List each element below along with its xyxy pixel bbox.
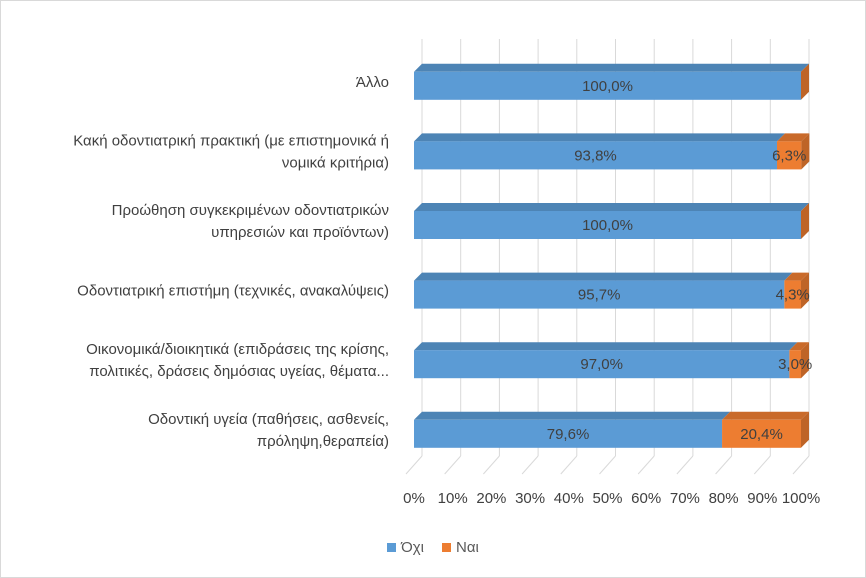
category-label: Προώθηση συγκεκριμένων οδοντιατρικών	[112, 202, 389, 219]
gridline-floor	[792, 455, 810, 475]
data-label-no: 79,6%	[547, 426, 590, 443]
category-label: υπηρεσιών και προϊόντων)	[211, 224, 389, 241]
bar-top-no	[414, 272, 793, 281]
bar-top-yes	[784, 272, 809, 281]
bar-yes	[789, 350, 801, 379]
gridline-floor	[715, 455, 732, 475]
bar-no	[414, 419, 723, 448]
x-tick-label: 100%	[782, 490, 820, 507]
gridline-floor	[599, 455, 616, 475]
bar-yes	[777, 141, 802, 170]
data-label-yes: 4,3%	[776, 287, 810, 304]
data-label-no: 93,8%	[574, 147, 617, 164]
category-label: Οδοντική υγεία (παθήσεις, ασθενείς,	[148, 411, 389, 428]
bar-top-yes	[777, 133, 810, 142]
x-tick-label: 70%	[670, 490, 700, 507]
data-label-no: 100,0%	[582, 78, 633, 95]
legend-swatch-yes	[441, 543, 451, 552]
data-label-yes: 3,0%	[778, 356, 812, 373]
gridline-floor	[637, 455, 655, 475]
data-label-no: 97,0%	[580, 356, 623, 373]
bar-no	[414, 350, 790, 379]
bar-yes	[784, 280, 801, 309]
bar-top-yes	[789, 342, 809, 351]
bar-top-yes	[722, 411, 809, 420]
bar-no	[414, 280, 785, 309]
bar-top-no	[414, 203, 809, 211]
bar-top-no	[414, 342, 798, 351]
bar-side	[801, 411, 809, 448]
gridline-floor	[405, 455, 423, 475]
gridline-floor	[560, 455, 578, 475]
legend-item-yes: Ναι	[441, 539, 479, 556]
gridline-floor	[521, 455, 539, 475]
x-tick-label: 50%	[592, 490, 622, 507]
legend-item-no: Όχι	[387, 539, 424, 556]
bar-yes	[722, 419, 801, 448]
bar-no	[414, 141, 778, 170]
bar-top-no	[414, 133, 786, 142]
x-tick-label: 80%	[709, 490, 739, 507]
bar-top-no	[414, 411, 731, 420]
gridline-floor	[483, 455, 500, 475]
bar-side	[801, 342, 809, 379]
x-tick-label: 40%	[554, 490, 584, 507]
category-label: Οικονομικά/διοικητικά (επιδράσεις της κρ…	[86, 341, 389, 358]
bar-top-no	[414, 63, 809, 72]
bar-no	[414, 211, 801, 239]
bar-side	[801, 272, 809, 309]
x-tick-label: 20%	[476, 490, 506, 507]
gridline-floor	[444, 455, 462, 475]
category-label: Κακή οδοντιατρική πρακτική (με επιστημον…	[73, 132, 389, 149]
category-label: νομικά κριτήρια)	[282, 154, 389, 171]
x-tick-label: 90%	[747, 490, 777, 507]
data-label-yes: 20,4%	[740, 426, 783, 443]
data-label-yes: 6,3%	[772, 147, 806, 164]
bar-side	[801, 133, 810, 170]
gridline-floor	[676, 455, 694, 475]
bar-side	[801, 63, 809, 100]
bar-no	[414, 71, 801, 100]
legend: Όχι Ναι	[1, 539, 865, 556]
bar-side	[801, 203, 809, 239]
x-tick-label: 0%	[403, 490, 425, 507]
gridline-floor	[753, 455, 771, 475]
category-label: πολιτικές, δράσεις δημόσιας υγείας, θέμα…	[89, 363, 389, 380]
legend-label-no: Όχι	[401, 539, 424, 556]
x-tick-label: 10%	[438, 490, 468, 507]
category-label: Άλλο	[356, 74, 389, 91]
category-label: Οδοντιατρική επιστήμη (τεχνικές, ανακαλύ…	[77, 283, 389, 300]
legend-label-yes: Ναι	[455, 539, 479, 556]
category-label: πρόληψη,θεραπεία)	[257, 433, 389, 450]
data-label-no: 100,0%	[582, 217, 633, 234]
legend-swatch-no	[387, 543, 397, 552]
data-label-no: 95,7%	[578, 287, 621, 304]
x-tick-label: 60%	[631, 490, 661, 507]
x-tick-label: 30%	[515, 490, 545, 507]
